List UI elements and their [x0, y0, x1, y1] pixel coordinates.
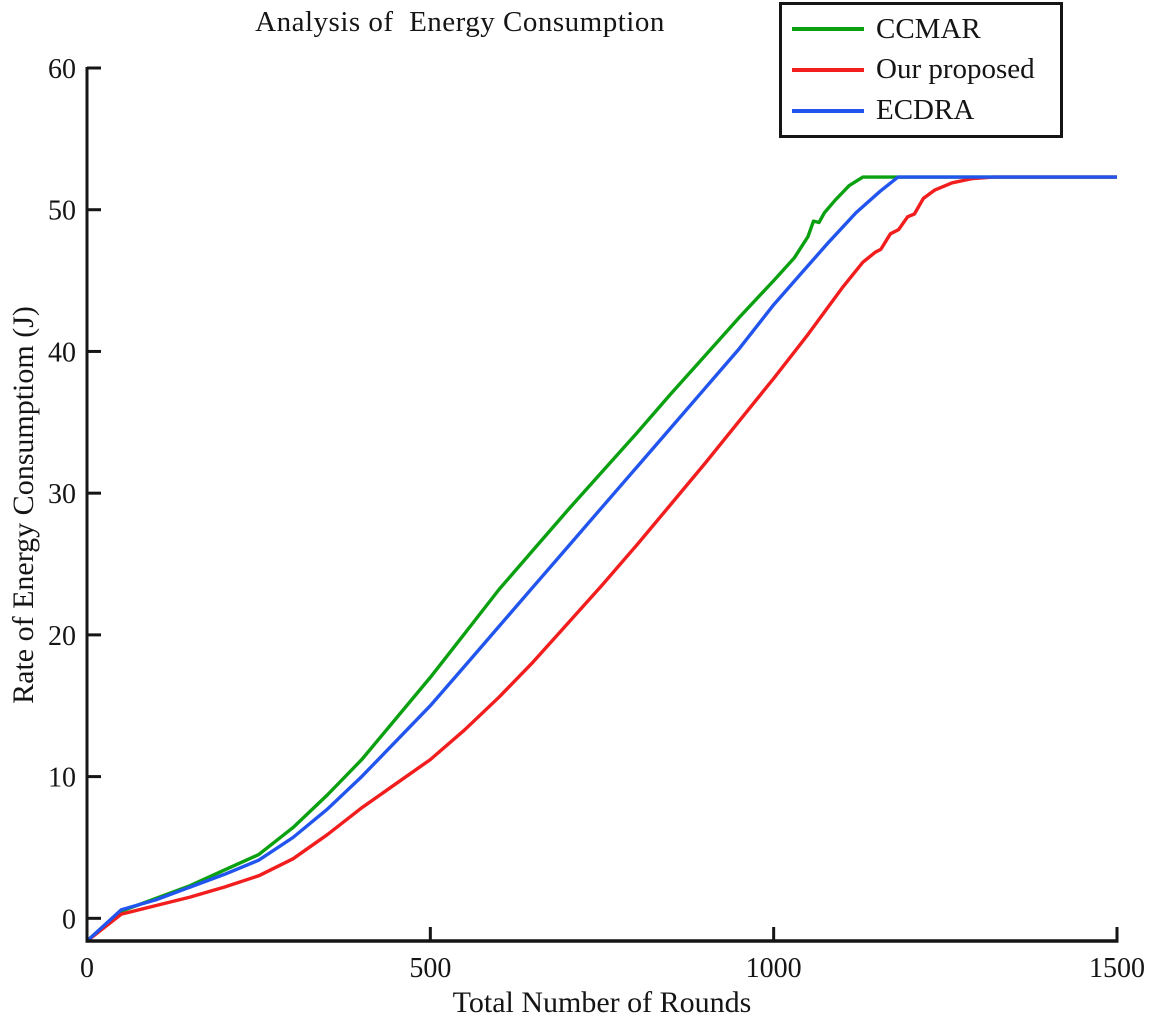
series-line-ccmar [85, 175, 1117, 943]
x-tick-label: 1500 [1089, 953, 1145, 984]
legend-label-our-proposed: Our proposed [876, 53, 1035, 86]
legend-row-ccmar: CCMAR [792, 12, 1056, 45]
y-tick-label: 30 [48, 479, 76, 510]
y-tick-label: 10 [48, 763, 76, 794]
series-line-our-proposed [85, 175, 1117, 943]
y-tick-label: 0 [62, 904, 76, 935]
y-tick-label: 20 [48, 621, 76, 652]
legend-row-ecdra: ECDRA [792, 96, 1056, 125]
x-axis-label: Total Number of Rounds [452, 986, 752, 1019]
y-tick-label: 60 [48, 54, 76, 85]
y-tick-label: 50 [48, 196, 76, 227]
axes [85, 66, 1119, 943]
legend-label-ccmar: CCMAR [876, 12, 981, 45]
series-line-ecdra [85, 175, 1117, 943]
tick-labels: 0 10 20 30 40 50 60 0 500 1000 1500 [48, 54, 1145, 984]
x-tick-label: 500 [409, 953, 451, 984]
series-lines [85, 175, 1117, 943]
y-tick-label: 40 [48, 337, 76, 368]
legend: CCMAR Our proposed ECDRA [779, 2, 1063, 138]
legend-swatch-our-proposed [792, 67, 864, 72]
x-tick-label: 1000 [746, 953, 802, 984]
legend-row-our-proposed: Our proposed [792, 55, 1056, 84]
legend-swatch-ccmar [792, 27, 864, 32]
x-tick-label: 0 [80, 953, 94, 984]
legend-label-ecdra: ECDRA [876, 94, 975, 127]
legend-swatch-ecdra [792, 108, 864, 113]
chart-title: Analysis of Energy Consumption [255, 6, 665, 38]
y-axis-label: Rate of Energy Consumptiom (J) [7, 306, 40, 704]
